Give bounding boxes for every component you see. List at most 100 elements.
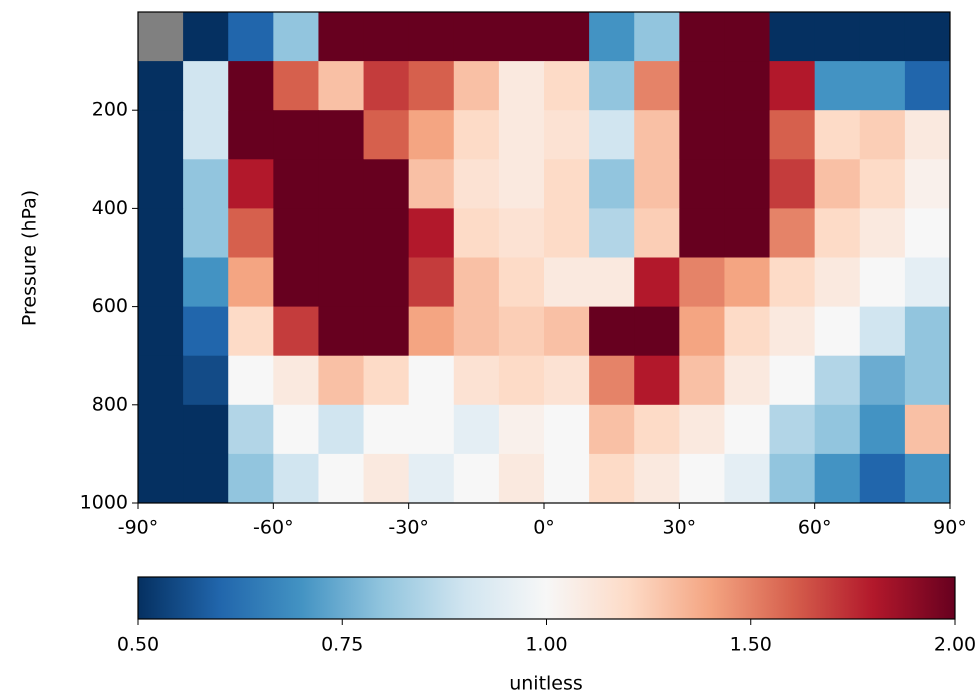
cell	[183, 306, 229, 357]
cell	[544, 355, 590, 406]
cell	[228, 404, 274, 455]
cell	[589, 12, 635, 62]
cell	[904, 61, 951, 111]
cell	[859, 110, 906, 160]
cell	[814, 453, 861, 504]
cell	[724, 110, 771, 160]
cell	[138, 257, 184, 308]
cell	[453, 208, 500, 258]
cell	[138, 208, 184, 258]
cell	[363, 355, 410, 406]
cell	[589, 306, 635, 357]
colorbar-tick-label: 1.00	[525, 634, 567, 656]
cell	[228, 61, 274, 111]
y-tick-label: 400	[92, 197, 128, 219]
cell	[318, 208, 365, 258]
cell	[904, 110, 951, 160]
cell	[814, 12, 861, 62]
x-tick-label: 0°	[533, 517, 555, 539]
cell	[634, 110, 680, 160]
cell	[904, 159, 951, 209]
cell	[589, 355, 635, 406]
cell	[318, 355, 365, 406]
heatmap	[138, 12, 951, 504]
cell	[904, 306, 951, 357]
cell	[814, 355, 861, 406]
cell	[318, 61, 365, 111]
cell	[769, 61, 816, 111]
cell	[814, 208, 861, 258]
cell	[544, 61, 590, 111]
cell	[183, 355, 229, 406]
cell	[498, 61, 545, 111]
colorbar-tick-label: 2.00	[934, 634, 976, 656]
cell	[183, 159, 229, 209]
cell	[228, 453, 274, 504]
cell	[408, 306, 455, 357]
cell	[769, 208, 816, 258]
cell	[138, 306, 184, 357]
cell	[453, 12, 500, 62]
cell	[769, 355, 816, 406]
cell	[724, 208, 771, 258]
cell	[318, 257, 365, 308]
cell	[183, 257, 229, 308]
cell	[589, 110, 635, 160]
cell	[318, 159, 365, 209]
cell	[363, 110, 410, 160]
cell	[453, 257, 500, 308]
cell	[679, 453, 725, 504]
cell	[634, 61, 680, 111]
cell	[273, 61, 319, 111]
cell	[634, 355, 680, 406]
cell	[183, 61, 229, 111]
cell	[183, 453, 229, 504]
cell	[544, 159, 590, 209]
cell	[453, 355, 500, 406]
cell	[769, 404, 816, 455]
cell	[634, 159, 680, 209]
cell	[183, 208, 229, 258]
cell	[589, 257, 635, 308]
cell	[273, 159, 319, 209]
cell	[724, 453, 771, 504]
cell	[138, 453, 184, 504]
cell	[498, 12, 545, 62]
cell	[679, 404, 725, 455]
cell	[273, 12, 319, 62]
cell	[544, 257, 590, 308]
cell	[724, 257, 771, 308]
cell	[544, 306, 590, 357]
cell	[498, 404, 545, 455]
cell	[453, 61, 500, 111]
cell	[183, 12, 229, 62]
x-tick-label: 60°	[798, 517, 832, 539]
cell	[363, 61, 410, 111]
cell	[453, 306, 500, 357]
cell	[904, 453, 951, 504]
cell	[273, 208, 319, 258]
cell	[904, 404, 951, 455]
cell	[408, 355, 455, 406]
cell	[544, 12, 590, 62]
cell	[769, 159, 816, 209]
cell	[408, 12, 455, 62]
cell	[769, 110, 816, 160]
cell	[228, 159, 274, 209]
cell	[859, 12, 906, 62]
cell	[814, 306, 861, 357]
cell	[138, 355, 184, 406]
cell	[498, 159, 545, 209]
cell	[363, 208, 410, 258]
cell	[814, 404, 861, 455]
cell	[814, 61, 861, 111]
cell	[769, 257, 816, 308]
cell	[228, 355, 274, 406]
cell	[544, 404, 590, 455]
x-tick-label: -90°	[118, 517, 159, 539]
cell	[589, 453, 635, 504]
cell	[498, 257, 545, 308]
cell	[408, 453, 455, 504]
colorbar-tick-label: 0.50	[117, 634, 159, 656]
cell	[183, 404, 229, 455]
